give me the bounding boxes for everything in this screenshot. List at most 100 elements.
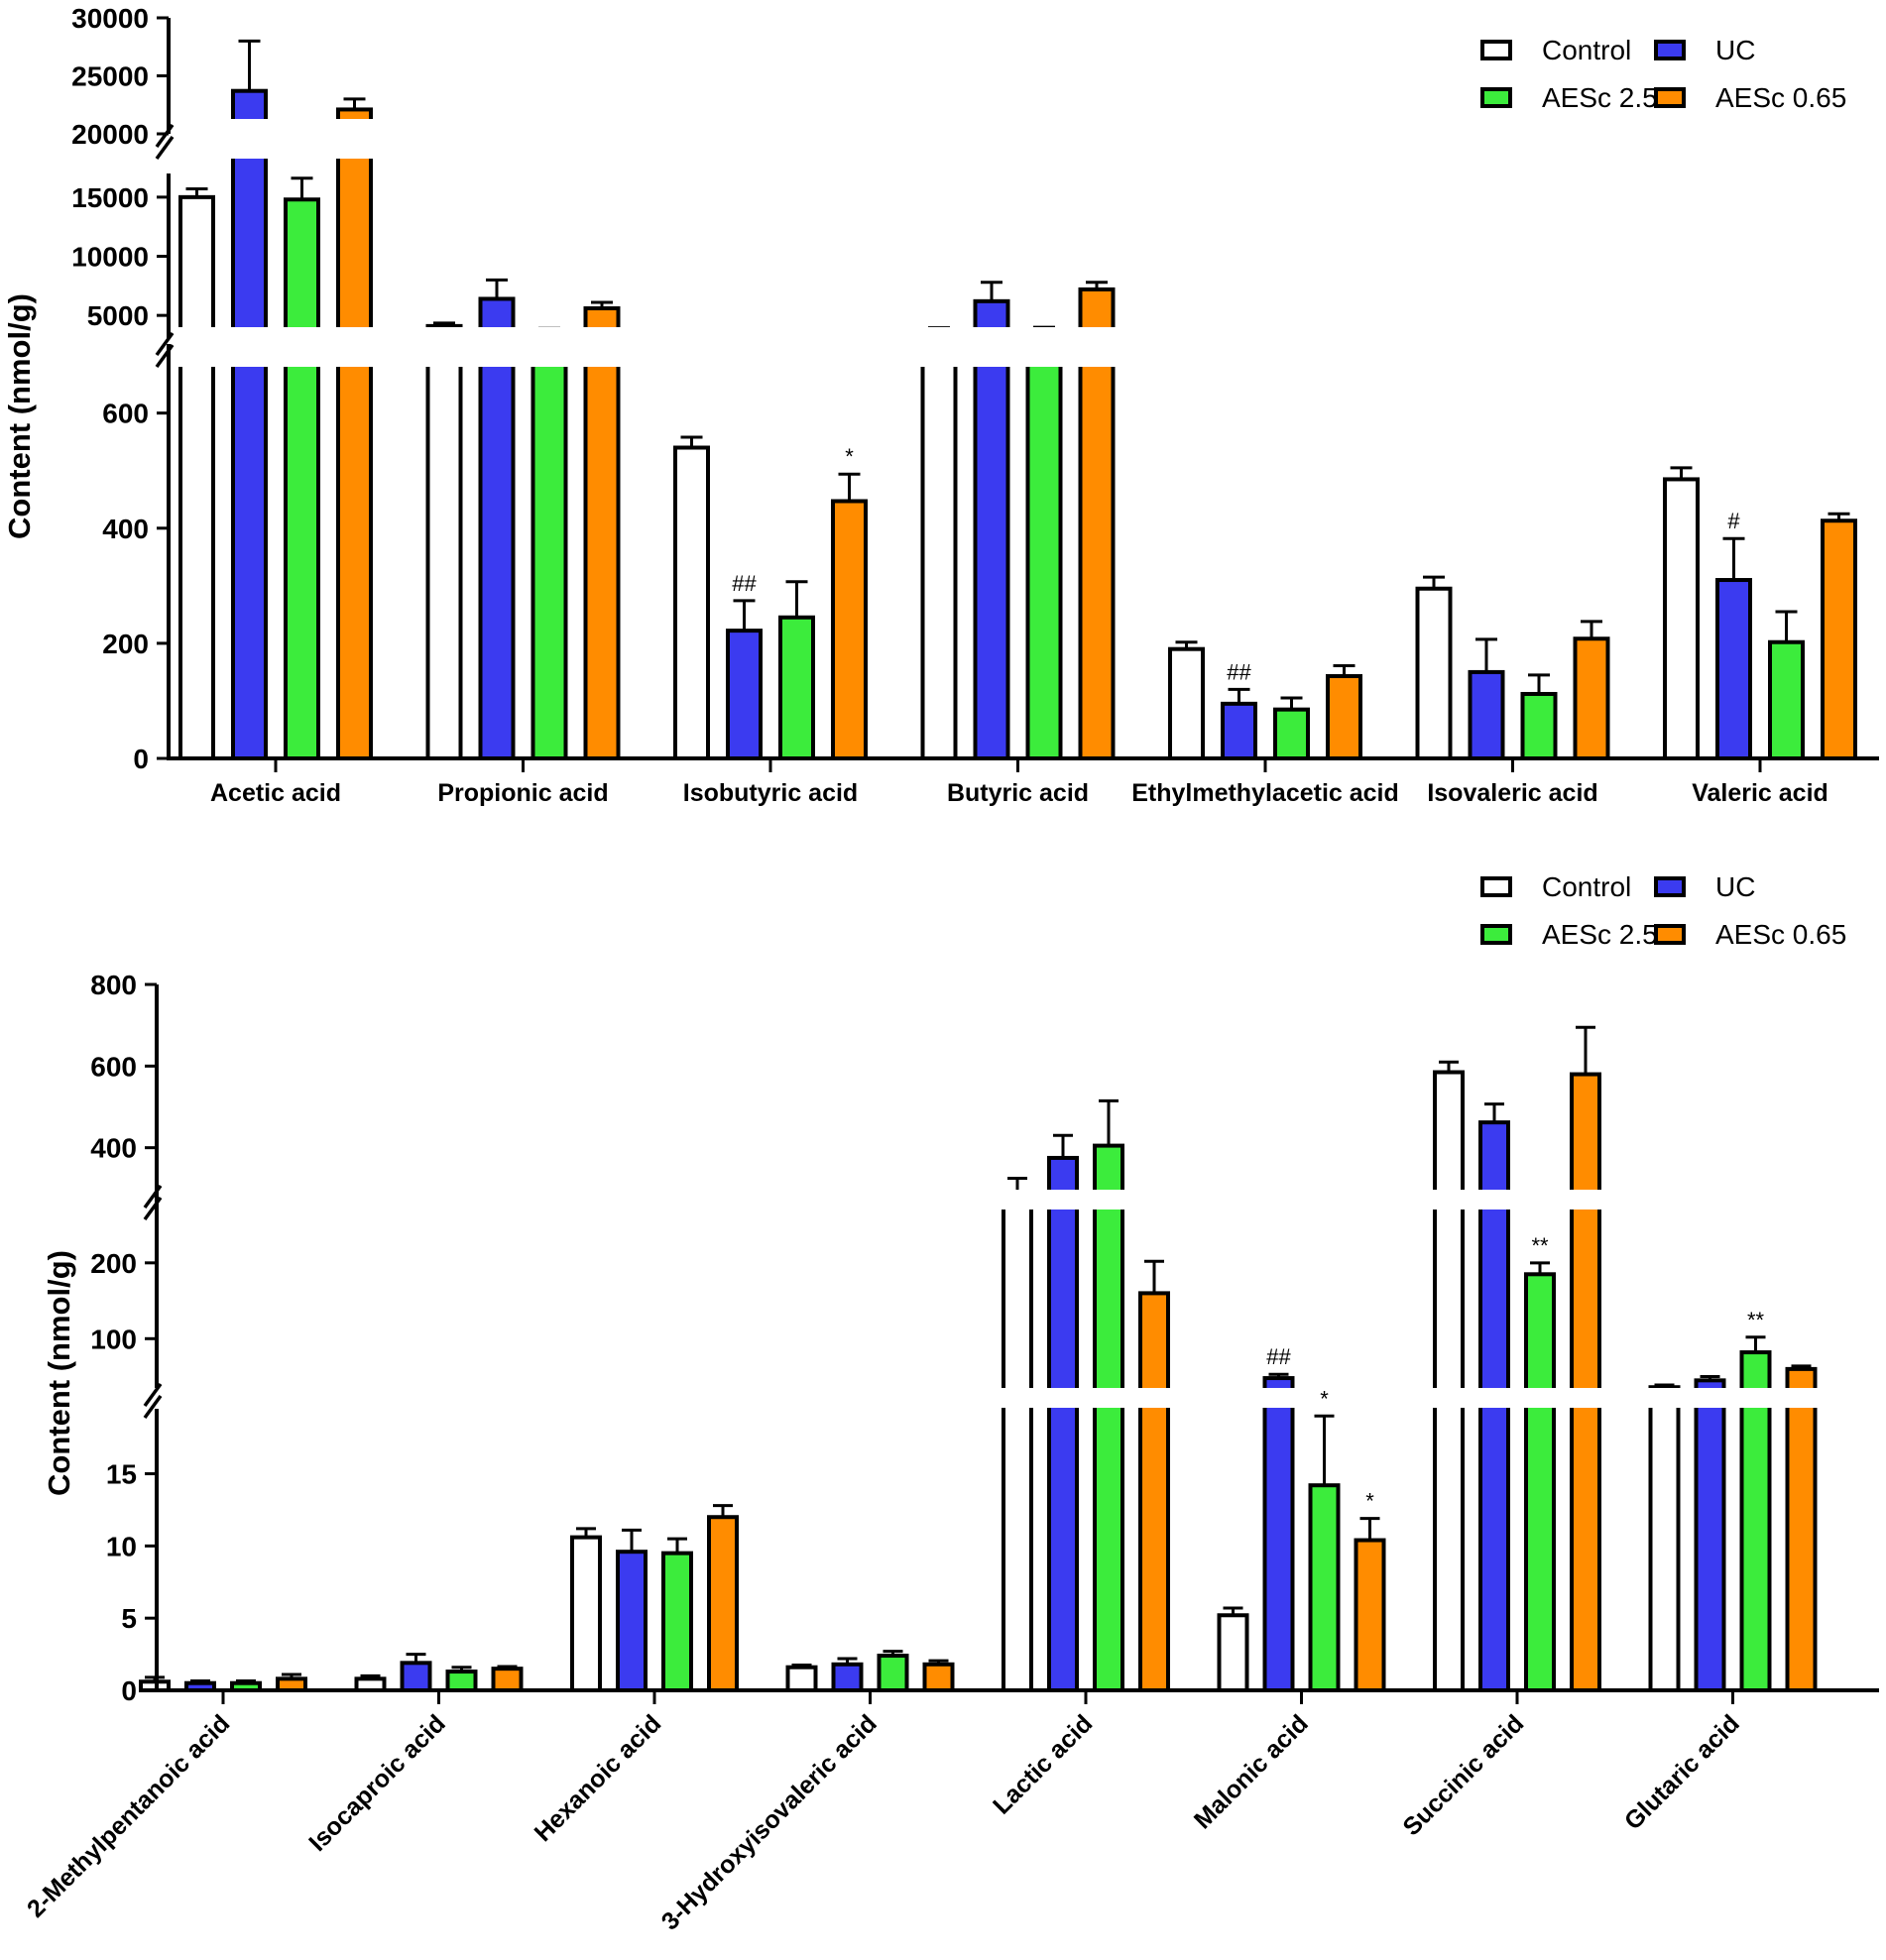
legend-label-uc: UC [1715, 871, 1755, 902]
category-label-ethylmethylacetic-acid: Ethylmethylacetic acid [1131, 779, 1399, 807]
legend-label-uc: UC [1715, 35, 1755, 65]
bar-aesc-0-65-isovaleric-acid [1573, 636, 1610, 760]
bar-control-malonic-acid [1217, 1613, 1249, 1693]
y-tick-label: 15 [106, 1459, 137, 1490]
category-label-3-hydroxyisovaleric-acid: 3-Hydroxyisovaleric acid [656, 1709, 883, 1935]
category-label-hexanoic-acid: Hexanoic acid [530, 1709, 667, 1847]
y-tick-label: 20000 [71, 119, 149, 150]
category-label-isovaleric-acid: Isovaleric acid [1427, 779, 1597, 807]
bar-aesc-2-58-valeric-acid [1768, 639, 1805, 761]
bar-control-isobutyric-acid [673, 445, 710, 760]
legend-swatch-control [1480, 876, 1512, 897]
bar-aesc-2-58-ethylmethylacetic-acid [1273, 707, 1310, 760]
significance-marker: ## [1266, 1344, 1291, 1369]
legend-swatch-uc [1654, 40, 1686, 60]
category-label-glutaric-acid: Glutaric acid [1619, 1709, 1745, 1835]
axis-break-gap [155, 327, 1879, 367]
y-tick-label: 200 [90, 1248, 137, 1279]
legend-label-aesc-0-65: AESc 0.65 [1715, 919, 1846, 950]
category-label-lactic-acid: Lactic acid [988, 1709, 1098, 1819]
bar-aesc-0-65-valeric-acid [1821, 519, 1857, 760]
y-tick-label: 30000 [71, 3, 149, 34]
bar-uc-butyric-acid [973, 298, 1010, 760]
legend-swatch-aesc-2-58 [1480, 87, 1512, 108]
legend-swatch-uc [1654, 876, 1686, 897]
y-tick-label: 600 [102, 399, 149, 429]
bar-uc-lactic-acid [1047, 1155, 1079, 1692]
axis-break-mark [155, 343, 175, 369]
bar-aesc-2-58-isovaleric-acid [1520, 691, 1558, 761]
bar-uc-isobutyric-acid [726, 629, 763, 760]
bar-uc-ethylmethylacetic-acid [1221, 701, 1257, 761]
bar-aesc-2-58-butyric-acid [1025, 329, 1063, 760]
y-tick-label: 200 [102, 629, 149, 659]
bar-aesc-0-65-acetic-acid [336, 107, 373, 761]
axis-break-mark [155, 123, 175, 149]
significance-marker: * [1320, 1386, 1329, 1411]
y-tick-label: 25000 [71, 61, 149, 92]
legend-label-aesc-2-58: AESc 2.58 [1542, 919, 1673, 950]
legend-swatch-control [1480, 40, 1512, 60]
axis-break-mark [143, 1394, 163, 1420]
category-label-succinic-acid: Succinic acid [1397, 1709, 1529, 1841]
bar-aesc-0-65-propionic-acid [583, 305, 621, 760]
axis-break-mark [155, 135, 175, 161]
bar-uc-isocaproic-acid [400, 1661, 432, 1693]
bottom-chart: Content (nmol/g) 0 5 10 15 100 200 400 600 800 2-M… [22, 871, 1879, 1936]
bar-uc-hexanoic-acid [616, 1550, 648, 1692]
bar-control-succinic-acid [1433, 1070, 1465, 1692]
axis-break-mark [155, 331, 175, 357]
bar-control-glutaric-acid [1648, 1385, 1681, 1693]
y-tick-label: 800 [90, 970, 137, 1000]
bar-aesc-0-65-butyric-acid [1078, 287, 1116, 760]
legend: Control UC AESc 2.58 AESc 0.65 [1480, 35, 1846, 113]
category-label-butyric-acid: Butyric acid [947, 779, 1089, 807]
bar-aesc-0-65-ethylmethylacetic-acid [1326, 673, 1362, 760]
category-label-2-methylpentanoic-acid: 2-Methylpentanoic acid [22, 1709, 235, 1922]
bar-control-ethylmethylacetic-acid [1168, 646, 1205, 761]
significance-marker: ** [1531, 1233, 1549, 1258]
legend: Control UC AESc 2.58 AESc 0.65 [1480, 871, 1846, 950]
significance-marker: * [845, 444, 854, 469]
y-tick-label: 100 [90, 1324, 137, 1354]
significance-marker: ## [1227, 659, 1251, 684]
legend-swatch-aesc-0-65 [1654, 924, 1686, 945]
axis-break-gap [143, 1388, 1879, 1408]
axis-break-gap [143, 1190, 1879, 1210]
bar-aesc-0-65-lactic-acid [1138, 1291, 1170, 1692]
bar-aesc-0-65-hexanoic-acid [707, 1515, 739, 1692]
bar-control-lactic-acid [1002, 1193, 1033, 1692]
category-label-propionic-acid: Propionic acid [437, 779, 608, 807]
category-label-acetic-acid: Acetic acid [210, 779, 341, 807]
significance-marker: ** [1747, 1308, 1765, 1332]
bar-aesc-2-58-succinic-acid [1524, 1272, 1556, 1692]
legend-label-control: Control [1542, 35, 1631, 65]
axis-break-gap [155, 119, 1879, 159]
legend-label-control: Control [1542, 871, 1631, 902]
significance-marker: ## [732, 571, 757, 596]
bar-aesc-2-58-3-hydroxyisovaleric-acid [877, 1654, 909, 1692]
bar-control-3-hydroxyisovaleric-acid [785, 1665, 818, 1692]
bar-aesc-2-58-malonic-acid [1308, 1483, 1341, 1692]
y-tick-label: 10000 [71, 242, 149, 273]
y-tick-label: 5 [121, 1603, 137, 1634]
category-label-isobutyric-acid: Isobutyric acid [683, 779, 858, 807]
legend-label-aesc-2-58: AESc 2.58 [1542, 82, 1673, 113]
bar-control-isovaleric-acid [1415, 586, 1453, 760]
category-label-valeric-acid: Valeric acid [1692, 779, 1828, 807]
y-tick-label: 0 [121, 1675, 137, 1706]
y-tick-label: 400 [102, 514, 149, 544]
bar-aesc-2-58-hexanoic-acid [661, 1551, 693, 1692]
bar-aesc-2-58-propionic-acid [530, 333, 568, 760]
bar-control-butyric-acid [920, 328, 958, 760]
significance-marker: # [1727, 509, 1740, 533]
y-tick-label: 5000 [87, 300, 149, 331]
bar-aesc-2-58-isobutyric-acid [778, 615, 815, 761]
bar-control-hexanoic-acid [570, 1535, 602, 1692]
bar-aesc-0-65-3-hydroxyisovaleric-acid [922, 1662, 955, 1693]
bar-aesc-0-65-isocaproic-acid [491, 1667, 524, 1692]
y-tick-label: 400 [90, 1133, 137, 1164]
bar-aesc-0-65-malonic-acid [1354, 1538, 1386, 1692]
bar-uc-3-hydroxyisovaleric-acid [831, 1662, 864, 1693]
